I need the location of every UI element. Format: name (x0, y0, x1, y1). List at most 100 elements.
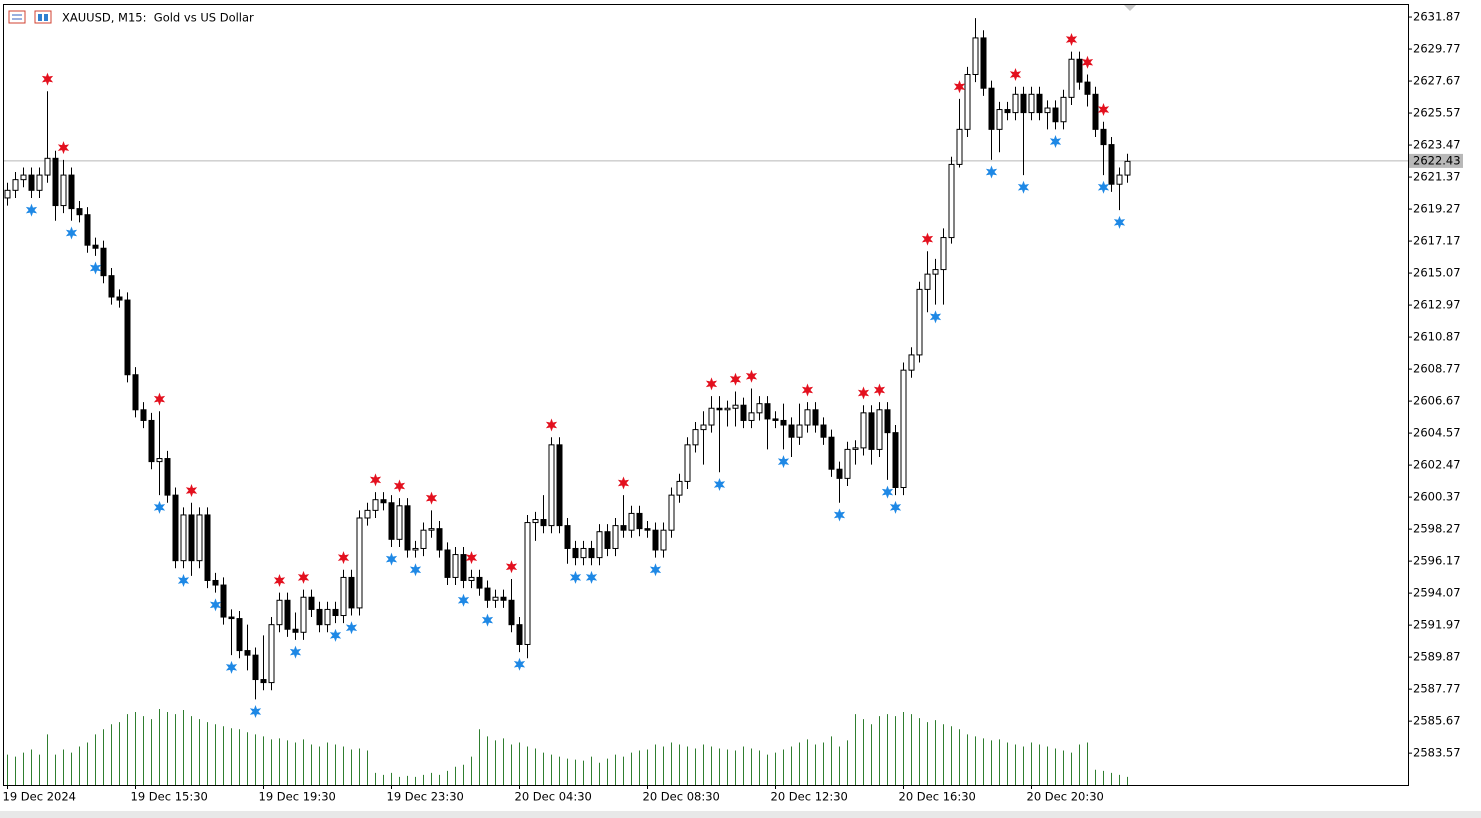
candle-body (972, 37, 979, 75)
signal-star (369, 473, 382, 487)
signal-star (57, 141, 70, 155)
signal-star (289, 645, 302, 659)
y-tick-label: 2587.77 (1413, 682, 1461, 696)
candle-body (380, 499, 387, 504)
candle-body (52, 157, 59, 207)
candle-body (468, 576, 475, 581)
signal-star (857, 386, 870, 400)
candle-body (996, 109, 1003, 130)
candle-body (780, 419, 787, 426)
signal-star (297, 570, 310, 584)
signal-star (225, 660, 238, 674)
candle-body (180, 514, 187, 562)
candle-body (124, 299, 131, 376)
candle-body (364, 509, 371, 519)
candle-body (1108, 144, 1115, 185)
candle-body (708, 407, 715, 426)
candle-body (1004, 109, 1011, 114)
candle-body (868, 412, 875, 450)
signal-star (921, 232, 934, 246)
y-tick-label: 2606.67 (1413, 394, 1461, 408)
icon (44, 14, 48, 21)
candle-body (332, 608, 339, 617)
candle-body (372, 499, 379, 511)
candle-body (548, 444, 555, 527)
candle-body (100, 247, 107, 277)
x-tick-label: 20 Dec 12:30 (771, 790, 848, 804)
candle-body (324, 608, 331, 626)
x-tick-label: 19 Dec 23:30 (387, 790, 464, 804)
signal-star (65, 226, 78, 240)
signal-star (1097, 103, 1110, 117)
candle-body (628, 512, 635, 531)
candle-body (900, 369, 907, 489)
signal-star (41, 72, 54, 86)
candle-body (428, 528, 435, 531)
candle-body (740, 404, 747, 421)
candle-body (828, 436, 835, 470)
candle-body (252, 654, 259, 681)
candle-body (804, 409, 811, 426)
candle-body (604, 531, 611, 549)
candle-body (636, 512, 643, 530)
candle-body (820, 424, 827, 438)
candle-body (388, 502, 395, 540)
candle-body (492, 596, 499, 601)
candle-body (964, 73, 971, 130)
candle-body (516, 624, 523, 645)
candle-body (340, 576, 347, 617)
candle-body (292, 628, 299, 633)
candle-body (116, 296, 123, 301)
y-tick-label: 2631.87 (1413, 10, 1461, 24)
candle-body (812, 409, 819, 426)
signal-star (513, 657, 526, 671)
y-tick-label: 2600.37 (1413, 490, 1461, 504)
y-tick-label: 2625.57 (1413, 106, 1461, 120)
candle-body (588, 547, 595, 559)
candle-body (12, 179, 19, 191)
signal-star (249, 705, 262, 719)
candle-body (764, 403, 771, 420)
candle-body (716, 407, 723, 411)
y-tick-label: 2589.87 (1413, 650, 1461, 664)
candle-body (1124, 160, 1131, 176)
signal-star (273, 573, 286, 587)
candle-body (524, 522, 531, 645)
candle-body (1020, 93, 1027, 114)
signal-star (481, 613, 494, 627)
candle-body (948, 163, 955, 239)
candle-body (148, 419, 155, 463)
signal-star (185, 484, 198, 498)
candle-body (76, 208, 83, 216)
candle-body (508, 599, 515, 626)
y-tick-label: 2627.67 (1413, 74, 1461, 88)
signal-star (409, 563, 422, 577)
candle-body (348, 576, 355, 609)
y-tick-label: 2598.27 (1413, 522, 1461, 536)
signal-star (89, 261, 102, 275)
candle-body (420, 529, 427, 549)
signal-star (929, 310, 942, 324)
x-tick-label: 19 Dec 2024 (3, 790, 76, 804)
signal-star (209, 598, 222, 612)
x-tick-label: 19 Dec 15:30 (131, 790, 208, 804)
signal-star (545, 418, 558, 432)
candle-body (452, 554, 459, 578)
icon (8, 10, 26, 24)
candle-body (956, 128, 963, 165)
signal-star (1065, 32, 1078, 46)
x-tick-label: 20 Dec 20:30 (1027, 790, 1104, 804)
x-tick-label: 20 Dec 04:30 (515, 790, 592, 804)
candle-body (1036, 93, 1043, 114)
candle-body (92, 244, 99, 249)
candle-body (1044, 107, 1051, 114)
candle-body (460, 554, 467, 581)
signal-star (713, 477, 726, 491)
candle-body (140, 409, 147, 421)
candle-body (356, 517, 363, 609)
candle-body (1076, 58, 1083, 83)
candle-body (676, 480, 683, 496)
candle-body (244, 650, 251, 656)
